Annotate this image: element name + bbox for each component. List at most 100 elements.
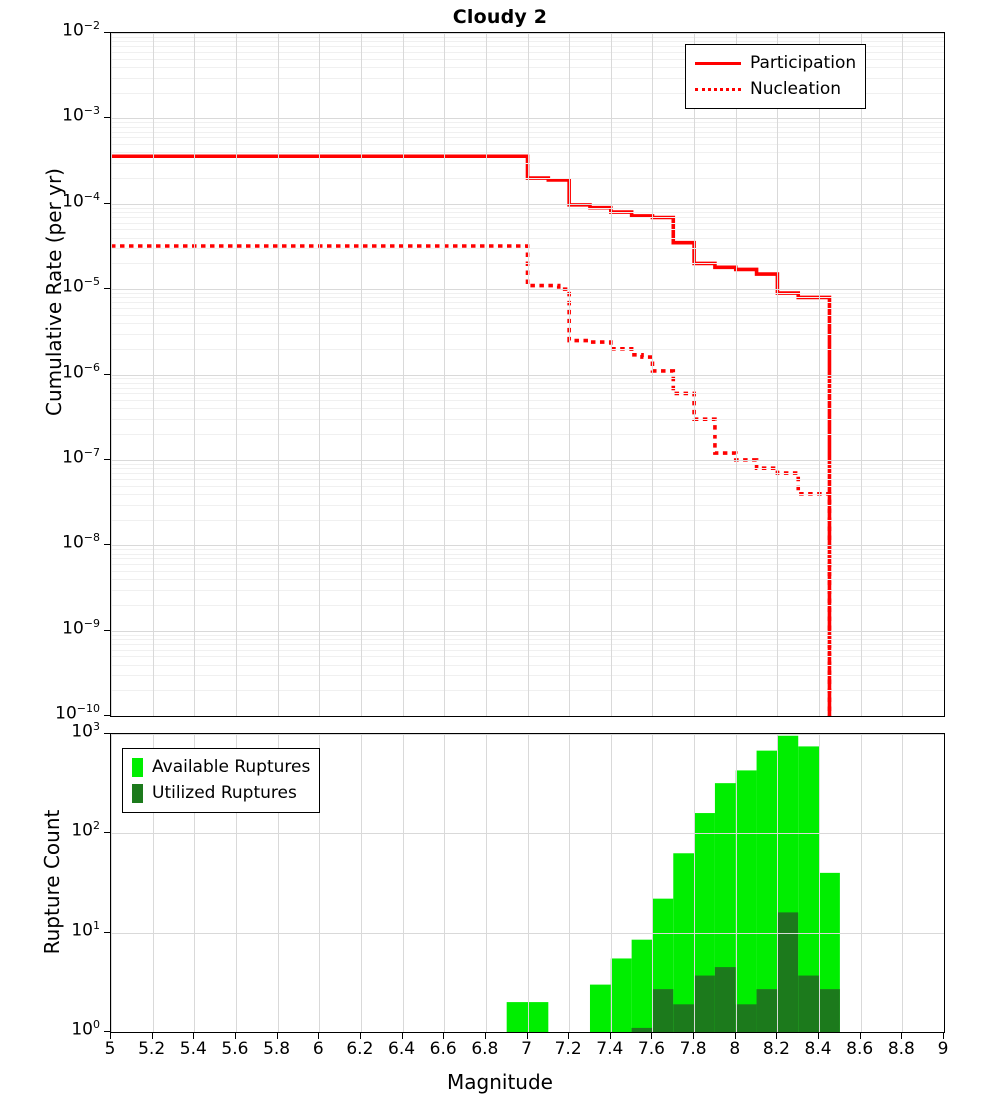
x-tick: 8.2	[762, 1039, 790, 1059]
gridline-v	[694, 734, 696, 1032]
x-tickmark	[526, 1033, 528, 1039]
y-tickmark-top	[104, 202, 110, 204]
x-tick: 8.8	[887, 1039, 915, 1059]
gridline-v	[277, 734, 279, 1032]
gridline-v	[902, 33, 904, 716]
x-tick: 7.4	[596, 1039, 624, 1059]
y-tickmark-bottom	[104, 733, 110, 734]
gridline-v	[319, 734, 321, 1032]
x-tickmark	[359, 1033, 361, 1039]
bar-utilized	[652, 989, 674, 1032]
gridline-v	[235, 33, 237, 716]
x-tick: 6.8	[471, 1039, 499, 1059]
legend-label-nucleation: Nucleation	[750, 79, 842, 99]
x-tick: 5.8	[263, 1039, 291, 1059]
gridline-v	[485, 33, 487, 716]
gridline-v	[860, 33, 862, 716]
legend-top: Participation Nucleation	[685, 44, 867, 109]
gridline-v	[902, 734, 904, 1032]
bar-utilized	[735, 1004, 757, 1032]
gridline-v	[652, 734, 654, 1032]
y-tickmark-top	[104, 458, 110, 460]
y-tickmark-top	[104, 715, 110, 716]
x-tick: 6.6	[429, 1039, 457, 1059]
x-tick: 7.8	[679, 1039, 707, 1059]
y-tickmark-top	[104, 288, 110, 290]
gridline-v	[777, 734, 779, 1032]
y-tick-top: 10−7	[62, 445, 100, 468]
series-nucleation	[111, 244, 832, 716]
legend-item-participation: Participation	[695, 50, 856, 76]
x-tickmark	[568, 1033, 570, 1039]
legend-item-utilized-ruptures: Utilized Ruptures	[132, 780, 310, 806]
bar-utilized	[631, 1027, 653, 1032]
bar-utilized	[673, 1004, 695, 1032]
y-tickmark-bottom	[104, 1031, 110, 1032]
gridline-v	[360, 33, 362, 716]
x-tickmark	[276, 1033, 278, 1039]
gridline-v	[444, 734, 446, 1032]
gridline-v	[319, 33, 321, 716]
bar-available	[589, 984, 611, 1032]
gridline-v	[402, 734, 404, 1032]
bar-available	[631, 939, 653, 1032]
x-tick: 5	[104, 1039, 116, 1059]
gridline-v	[777, 33, 779, 716]
gridline-v	[819, 734, 821, 1032]
y-tickmark-top	[104, 544, 110, 546]
x-tick: 7.6	[637, 1039, 665, 1059]
x-tick: 9	[937, 1039, 949, 1059]
gridline-h	[111, 716, 944, 717]
y-tick-bottom: 100	[71, 1018, 100, 1040]
y-tickmark-top	[104, 32, 110, 33]
gridline-h	[111, 1032, 944, 1033]
y-tickmark-top	[104, 117, 110, 119]
y-tick-top: 10−3	[62, 104, 100, 127]
gridline-v	[860, 734, 862, 1032]
gridline-v	[152, 33, 154, 716]
y-tick-bottom: 103	[71, 720, 100, 742]
gridline-v	[444, 33, 446, 716]
available-ruptures-swatch-icon	[132, 757, 143, 777]
x-tick: 5.2	[138, 1039, 166, 1059]
solid-line-icon	[695, 61, 741, 65]
x-tick: 8.4	[804, 1039, 832, 1059]
rupture-count-plot	[110, 733, 945, 1033]
y-tick-top: 10−9	[62, 616, 100, 639]
y-tick-bottom: 101	[71, 918, 100, 941]
x-tick: 5.6	[221, 1039, 249, 1059]
page-title: Cloudy 2	[452, 6, 548, 28]
x-tickmark	[818, 1033, 820, 1039]
gridline-v	[152, 734, 154, 1032]
x-tick: 6.4	[388, 1039, 416, 1059]
gridline-v	[277, 33, 279, 716]
x-tick: 8.6	[846, 1039, 874, 1059]
legend-item-nucleation: Nucleation	[695, 76, 856, 102]
gridline-v	[569, 33, 571, 716]
x-tickmark	[943, 1033, 944, 1039]
gridline-v	[944, 33, 945, 716]
x-tickmark	[318, 1033, 320, 1039]
dotted-line-icon	[695, 87, 741, 91]
y-tick-top: 10−4	[62, 189, 100, 212]
gridline-v	[485, 734, 487, 1032]
gridline-v	[194, 734, 196, 1032]
gridline-v	[527, 33, 529, 716]
gridline-v	[819, 33, 821, 716]
y-tickmark-top	[104, 373, 110, 375]
x-tickmark	[193, 1033, 195, 1039]
legend-item-available-ruptures: Available Ruptures	[132, 754, 310, 780]
bar-utilized	[694, 975, 715, 1032]
cumulative-rate-plot	[110, 32, 945, 717]
bar-utilized	[714, 967, 736, 1032]
gridline-v	[360, 734, 362, 1032]
x-tickmark	[776, 1033, 778, 1039]
x-tickmark	[443, 1033, 445, 1039]
gridline-v	[610, 33, 612, 716]
series-participation	[111, 154, 832, 716]
gridline-v	[735, 33, 737, 716]
y-tickmark-top	[104, 629, 110, 631]
gridline-v	[111, 734, 112, 1032]
gridline-v	[735, 734, 737, 1032]
